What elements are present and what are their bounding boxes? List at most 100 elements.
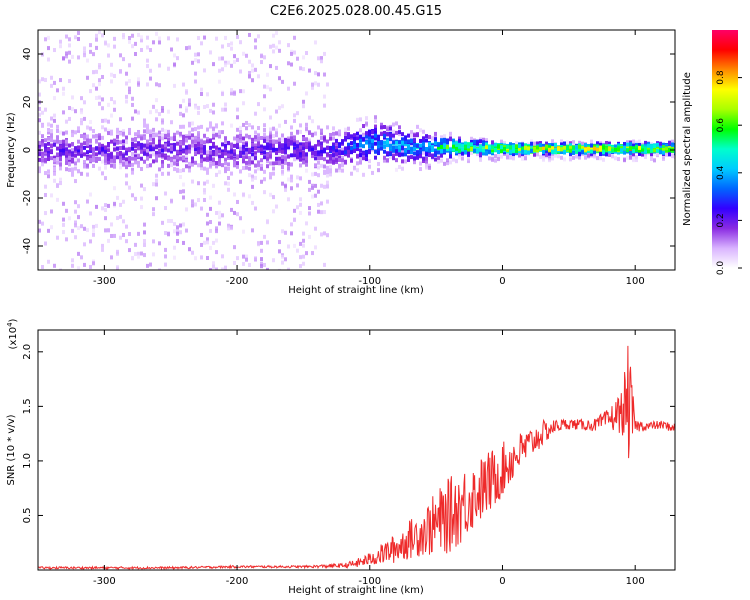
heatmap-cell	[260, 60, 263, 65]
heatmap-cell	[206, 127, 209, 132]
heatmap-cell	[332, 126, 335, 131]
heatmap-cell	[65, 157, 68, 162]
heatmap-cell	[188, 144, 191, 149]
heatmap-cell	[569, 157, 572, 162]
heatmap-cell	[278, 151, 281, 156]
heatmap-cell	[212, 264, 215, 269]
heatmap-cell	[134, 143, 137, 148]
heatmap-cell	[305, 141, 308, 146]
heatmap-cell	[653, 152, 656, 157]
heatmap-cell	[614, 144, 617, 149]
heatmap-cell	[77, 128, 80, 133]
heatmap-cell	[38, 152, 41, 157]
heatmap-cell	[308, 142, 311, 147]
heatmap-cell	[281, 254, 284, 259]
heatmap-cell	[56, 152, 59, 157]
heatmap-cell	[146, 142, 149, 147]
heatmap-cell	[635, 158, 638, 163]
heatmap-cell	[509, 149, 512, 154]
heatmap-cell	[50, 129, 53, 134]
heatmap-cell	[206, 255, 209, 260]
heatmap-cell	[578, 140, 581, 145]
snr-y-ticks: 0.51.01.52.0	[22, 344, 675, 523]
heatmap-cell	[542, 153, 545, 158]
heatmap-cell	[221, 267, 224, 270]
heatmap-cell	[638, 151, 641, 156]
heatmap-cell	[203, 133, 206, 138]
heatmap-cell	[365, 149, 368, 154]
heatmap-cell	[197, 181, 200, 186]
heatmap-cell	[146, 58, 149, 63]
heatmap-cell	[92, 147, 95, 152]
heatmap-cell	[83, 152, 86, 157]
heatmap-cell	[149, 76, 152, 81]
heatmap-cell	[140, 143, 143, 148]
heatmap-cell	[149, 262, 152, 267]
heatmap-cell	[548, 151, 551, 156]
spectrogram-y-axis-label: Frequency (Hz)	[6, 112, 17, 188]
heatmap-cell	[41, 151, 44, 156]
heatmap-cell	[182, 189, 185, 194]
heatmap-cell	[155, 158, 158, 163]
heatmap-cell	[182, 195, 185, 200]
heatmap-cell	[374, 155, 377, 160]
heatmap-cell	[299, 202, 302, 207]
heatmap-cell	[419, 154, 422, 159]
heatmap-cell	[437, 153, 440, 158]
heatmap-cell	[275, 31, 278, 36]
heatmap-cell	[278, 137, 281, 142]
heatmap-cell	[644, 146, 647, 151]
heatmap-cell	[233, 54, 236, 59]
heatmap-cell	[152, 252, 155, 257]
heatmap-cell	[419, 150, 422, 155]
heatmap-cell	[176, 37, 179, 42]
heatmap-cell	[389, 139, 392, 144]
heatmap-cell	[182, 98, 185, 103]
heatmap-cell	[413, 138, 416, 143]
heatmap-cell	[350, 134, 353, 139]
heatmap-cell	[98, 95, 101, 100]
heatmap-cell	[197, 59, 200, 64]
heatmap-cell	[284, 187, 287, 192]
heatmap-cell	[617, 150, 620, 155]
heatmap-cell	[362, 156, 365, 161]
heatmap-cell	[356, 136, 359, 141]
heatmap-cell	[482, 138, 485, 143]
heatmap-cell	[290, 153, 293, 158]
heatmap-cell	[68, 149, 71, 154]
heatmap-cell	[122, 156, 125, 161]
heatmap-cell	[230, 149, 233, 154]
heatmap-cell	[50, 83, 53, 88]
heatmap-cell	[188, 121, 191, 126]
heatmap-cell	[206, 221, 209, 226]
heatmap-cell	[89, 146, 92, 151]
heatmap-cell	[416, 155, 419, 160]
heatmap-cell	[272, 161, 275, 166]
heatmap-cell	[125, 165, 128, 170]
heatmap-cell	[428, 152, 431, 157]
heatmap-cell	[296, 140, 299, 145]
heatmap-cell	[71, 159, 74, 164]
heatmap-cell	[185, 145, 188, 150]
heatmap-cell	[269, 175, 272, 180]
heatmap-cell	[545, 141, 548, 146]
heatmap-cell	[95, 146, 98, 151]
heatmap-cell	[524, 143, 527, 148]
heatmap-cell	[233, 143, 236, 148]
heatmap-cell	[266, 137, 269, 142]
heatmap-cell	[197, 133, 200, 138]
heatmap-cell	[245, 126, 248, 131]
heatmap-cell	[284, 230, 287, 235]
heatmap-cell	[83, 145, 86, 150]
heatmap-cell	[41, 158, 44, 163]
heatmap-cell	[491, 140, 494, 145]
heatmap-cell	[371, 130, 374, 135]
heatmap-cell	[488, 149, 491, 154]
heatmap-cell	[143, 187, 146, 192]
heatmap-cell	[383, 124, 386, 129]
heatmap-cell	[281, 169, 284, 174]
heatmap-cell	[629, 155, 632, 160]
heatmap-cell	[302, 146, 305, 151]
heatmap-cell	[245, 133, 248, 138]
heatmap-cell	[215, 267, 218, 270]
